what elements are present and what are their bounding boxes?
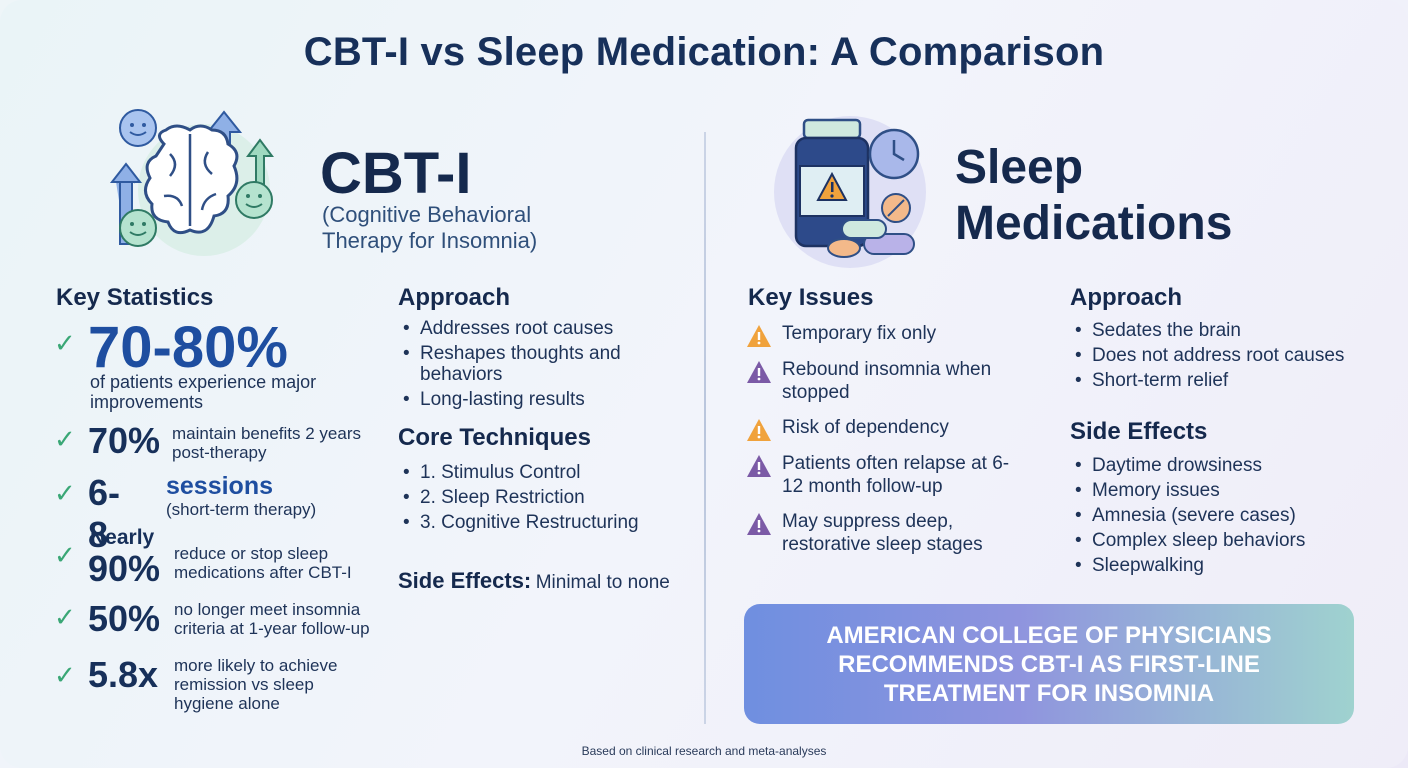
list-item: Does not address root causes <box>1070 343 1380 368</box>
meds-approach-heading: Approach <box>1070 284 1183 311</box>
list-item: 2. Sleep Restriction <box>398 485 678 510</box>
banner-text: AMERICAN COLLEGE OF PHYSICIANS RECOMMEND… <box>826 621 1272 707</box>
check-icon: ✓ <box>54 424 76 454</box>
meds-side-effects-list: Daytime drowsiness Memory issues Amnesia… <box>1070 453 1380 578</box>
meds-side-effects-heading: Side Effects <box>1070 418 1208 445</box>
recommendation-banner: AMERICAN COLLEGE OF PHYSICIANS RECOMMEND… <box>744 604 1354 724</box>
warning-icon <box>747 455 771 477</box>
list-item: Short-term relief <box>1070 368 1380 393</box>
list-item: 3. Cognitive Restructuring <box>398 510 678 535</box>
meds-approach-list: Sedates the brain Does not address root … <box>1070 318 1380 393</box>
page-title: CBT-I vs Sleep Medication: A Comparison <box>303 30 1105 74</box>
issue-item: May suppress deep, restorative sleep sta… <box>746 510 1026 556</box>
side-effects-value: Minimal to none <box>535 572 670 593</box>
check-icon: ✓ <box>54 478 76 508</box>
list-item: Complex sleep behaviors <box>1070 528 1380 553</box>
check-icon: ✓ <box>54 660 76 690</box>
core-techniques-list: 1. Stimulus Control 2. Sleep Restriction… <box>398 460 678 535</box>
stat-value: 5.8x <box>88 654 159 695</box>
column-divider <box>704 132 706 724</box>
check-icon: ✓ <box>54 328 76 358</box>
stat-text: more likely to achieve remission vs slee… <box>174 656 338 713</box>
list-item: 1. Stimulus Control <box>398 460 678 485</box>
cbt-approach-list: Addresses root causes Reshapes thoughts … <box>398 318 678 410</box>
issue-text: Risk of dependency <box>782 417 949 438</box>
warning-icon <box>747 325 771 347</box>
cbt-title: CBT-I <box>320 141 472 206</box>
stat-text: no longer meet insomnia criteria at 1-ye… <box>174 600 370 638</box>
list-item: Addresses root causes <box>398 318 678 339</box>
stat-text: of patients experience major improvement… <box>90 372 317 412</box>
stat-value: 90% <box>88 548 161 589</box>
stat-value: 6-8 <box>88 472 121 555</box>
side-effects-label: Side Effects: <box>398 568 532 593</box>
issue-text: Temporary fix only <box>782 323 937 344</box>
stat-value: 50% <box>88 598 161 639</box>
stat-text: maintain benefits 2 years post-therapy <box>172 424 361 462</box>
key-issues-heading: Key Issues <box>748 284 874 311</box>
warning-icon <box>747 513 771 535</box>
cbt-side-effects: Side Effects: Minimal to none <box>398 568 670 594</box>
issue-text: Rebound insomnia when stopped <box>782 359 992 403</box>
list-item: Daytime drowsiness <box>1070 453 1380 478</box>
stat-text: (short-term therapy) <box>166 500 317 519</box>
list-item: Amnesia (severe cases) <box>1070 503 1380 528</box>
cbt-subtitle: (Cognitive Behavioral Therapy for Insomn… <box>322 202 538 253</box>
cbt-approach-heading: Approach <box>398 284 511 311</box>
list-item: Sedates the brain <box>1070 318 1380 343</box>
list-item: Memory issues <box>1070 478 1380 503</box>
warning-icon <box>747 419 771 441</box>
stat-unit: sessions <box>166 472 274 500</box>
warning-icon <box>747 361 771 383</box>
key-statistics-heading: Key Statistics <box>56 284 214 311</box>
pill-bottle-icon <box>774 116 926 268</box>
issue-item: Patients often relapse at 6-12 month fol… <box>746 452 1026 498</box>
core-techniques-heading: Core Techniques <box>398 424 591 451</box>
issue-text: May suppress deep, restorative sleep sta… <box>782 511 983 555</box>
issue-item: Temporary fix only <box>746 322 1026 348</box>
stat-value: 70-80% <box>88 315 288 380</box>
stat-prefix: Nearly <box>90 526 155 549</box>
issue-item: Risk of dependency <box>746 416 1026 442</box>
list-item: Long-lasting results <box>398 389 678 410</box>
check-icon: ✓ <box>54 602 76 632</box>
brain-illustration-icon <box>109 109 274 256</box>
meds-title: Sleep Medications <box>955 141 1233 250</box>
stat-text: reduce or stop sleep medications after C… <box>174 544 352 582</box>
footer-note: Based on clinical research and meta-anal… <box>581 744 827 758</box>
issue-item: Rebound insomnia when stopped <box>746 358 1026 404</box>
check-icon: ✓ <box>54 540 76 570</box>
list-item: Sleepwalking <box>1070 553 1380 578</box>
list-item: Reshapes thoughts and behaviors <box>398 343 678 385</box>
issue-text: Patients often relapse at 6-12 month fol… <box>782 453 1010 497</box>
stat-value: 70% <box>88 420 161 461</box>
